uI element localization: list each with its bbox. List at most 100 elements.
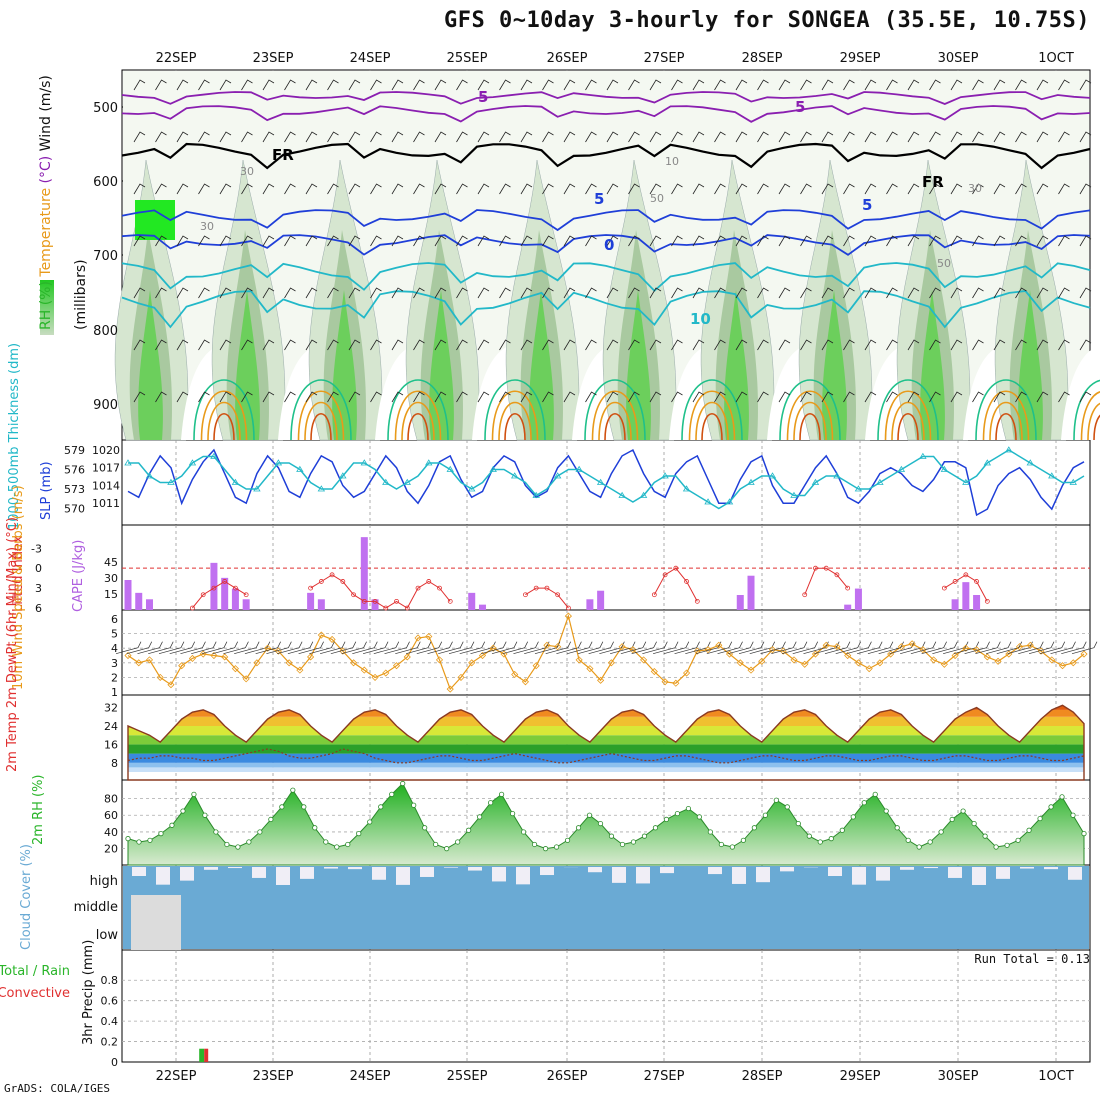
- wind-barb: [606, 131, 619, 143]
- temperature-arch: [310, 412, 332, 441]
- surface-wind-barb: [1061, 641, 1087, 654]
- wind-barb: [778, 131, 791, 143]
- wind-barb: [649, 183, 662, 195]
- thickness-tick-label: 576: [64, 464, 85, 477]
- surface-wind-barb: [599, 641, 625, 654]
- surface-wind-barb: [115, 641, 142, 654]
- wind-speed-marker: [575, 656, 583, 664]
- wind-speed-marker: [640, 656, 648, 664]
- wind-speed-marker: [1015, 643, 1024, 651]
- wind-barb: [671, 79, 683, 91]
- wind-speed-marker: [1058, 662, 1067, 670]
- thickness-marker: [124, 459, 132, 466]
- date-label-top: 29SEP: [840, 51, 881, 66]
- rh-marker: [685, 805, 692, 812]
- surface-wind-barb: [663, 641, 690, 654]
- wind-speed-marker: [145, 656, 154, 664]
- rh-marker: [850, 814, 856, 820]
- wind-barb: [757, 287, 769, 299]
- wind-barb: [434, 235, 447, 247]
- wind-barb: [305, 339, 318, 351]
- rh-ylabel-group: 2m RH (%): [31, 774, 46, 845]
- wind-barb: [391, 339, 404, 351]
- date-label-bottom: 24SEP: [350, 1069, 391, 1084]
- precip-ylabel-group: 3hr Precip (mm): [81, 940, 96, 1045]
- wind-barb: [133, 287, 146, 299]
- wind-barb: [520, 183, 533, 195]
- rh-marker: [1015, 837, 1021, 843]
- cloud-fill: [123, 866, 1089, 949]
- rh-marker: [707, 829, 713, 835]
- wind-speed-marker: [715, 641, 723, 649]
- cloud-clear-patch: [636, 867, 650, 884]
- surface-wind-barb: [341, 641, 367, 654]
- wind-barb: [649, 287, 662, 299]
- surface-wind-barb: [244, 641, 271, 654]
- wind-barb: [542, 339, 554, 351]
- wind-barb: [714, 131, 726, 143]
- wind-barb: [305, 79, 318, 91]
- wind-barb: [821, 79, 834, 91]
- cloud-clear-patch: [780, 867, 794, 872]
- thickness-marker: [962, 478, 970, 485]
- wind-barb: [907, 235, 920, 247]
- temperature-arch: [193, 379, 255, 441]
- ylabel-segment: Wind (m/s): [38, 75, 54, 151]
- surface-wind-barb: [620, 641, 647, 654]
- cape-tick: 30: [104, 572, 118, 585]
- rh-tick-label: 60: [104, 809, 118, 822]
- thickness-marker: [725, 498, 734, 505]
- wind-barb: [1058, 183, 1070, 195]
- lifted-index-marker: [523, 592, 528, 598]
- wind-barb: [176, 131, 189, 143]
- cloud-ylabel: Cloud Cover (%): [19, 844, 34, 950]
- surface-wind-barb: [448, 641, 475, 654]
- wind-barb: [714, 339, 726, 351]
- cloud-clear-patch: [131, 895, 181, 950]
- temp-band: [128, 726, 1084, 736]
- cape-bar: [371, 599, 379, 610]
- date-label-top: 24SEP: [350, 51, 391, 66]
- wind-barb: [714, 287, 726, 299]
- precip-legend-total: Total / Rain: [0, 964, 70, 979]
- date-label-bottom: 27SEP: [644, 1069, 685, 1084]
- rh-saturated-patch: [135, 200, 175, 240]
- temperature-arch: [1073, 379, 1100, 441]
- precip-tick-label: 0.4: [101, 1015, 119, 1028]
- wind-barb: [563, 287, 576, 299]
- ylabel-segment: (°C): [38, 151, 54, 183]
- wind-barb: [929, 235, 941, 247]
- wind-barb: [563, 235, 576, 247]
- wind-barb: [413, 235, 425, 247]
- rh-marker: [1081, 831, 1087, 837]
- wind-barb: [649, 131, 662, 143]
- wind-barb: [1036, 391, 1049, 403]
- lifted-index-marker: [566, 605, 571, 611]
- contour-label: FR: [922, 173, 944, 191]
- temperature-arch: [975, 379, 1037, 441]
- wind-barb: [434, 391, 447, 403]
- temperature-contour: [121, 262, 1091, 293]
- wind-barb: [950, 79, 963, 91]
- wind-barb: [864, 287, 877, 299]
- wind-barb: [692, 131, 705, 143]
- surface-wind-barb: [223, 641, 249, 654]
- cloud-clear-patch: [420, 867, 434, 877]
- surface-wind-barb: [577, 641, 604, 654]
- cape-bar: [242, 599, 250, 610]
- wind-barb: [219, 131, 232, 143]
- surface-wind-barb: [835, 641, 861, 654]
- wind-speed-marker: [253, 659, 261, 667]
- wind-barb: [499, 183, 511, 195]
- wind-barb: [413, 339, 425, 351]
- rh-marker: [136, 839, 142, 845]
- wind-speed-marker: [897, 643, 905, 651]
- surface-wind-barb: [287, 641, 314, 654]
- wind-barb: [1079, 131, 1092, 143]
- cloud-clear-patch: [1044, 867, 1058, 870]
- wind-barb: [972, 287, 984, 299]
- wind-barb: [886, 79, 898, 91]
- temp-band: [128, 767, 1084, 772]
- wind-barb: [1015, 131, 1027, 143]
- wind-barb: [1036, 339, 1049, 351]
